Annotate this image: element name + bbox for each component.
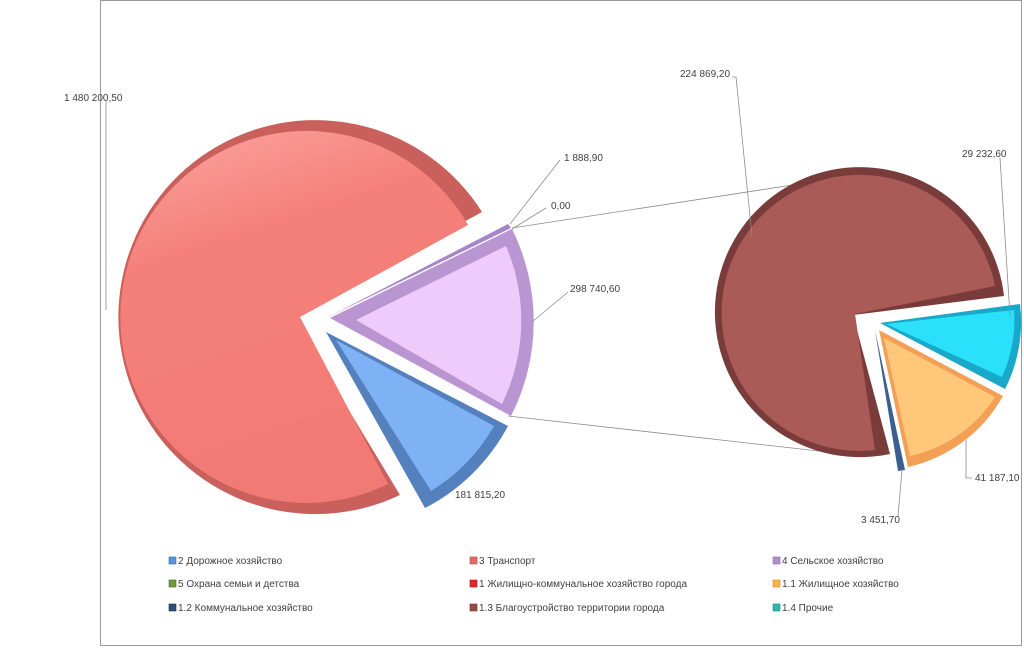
legend-item-other[interactable]: 1.4 Прочие (782, 603, 834, 614)
slice-communal[interactable] (875, 330, 905, 471)
main-pie (118, 120, 534, 515)
legend-item-improvement[interactable]: 1.3 Благоустройство территории города (479, 603, 665, 614)
label-transport: 1 480 200,50 (64, 93, 123, 104)
slice-other[interactable] (886, 310, 1015, 377)
data-labels: 1 480 200,50 1 888,90 0,00 298 740,60 18… (64, 69, 1020, 526)
slice-transport[interactable] (120, 130, 468, 503)
legend-swatch-improvement (469, 603, 478, 612)
legend-swatch-other (772, 603, 781, 612)
label-housing: 41 187,10 (975, 473, 1020, 484)
legend-item-agriculture[interactable]: 4 Сельское хозяйство (782, 556, 884, 567)
legend: 2 Дорожное хозяйство 3 Транспорт 4 Сельс… (168, 556, 899, 614)
legend-item-housing-utilities[interactable]: 1 Жилищно-коммунальное хозяйство города (479, 579, 687, 590)
legend-swatch-housing (772, 579, 781, 588)
leader-family-protection (509, 159, 561, 225)
label-other: 29 232,60 (962, 149, 1007, 160)
legend-item-transport[interactable]: 3 Транспорт (479, 556, 536, 567)
slice-roads[interactable] (336, 340, 494, 491)
legend-swatch-housing-utilities (469, 579, 478, 588)
leader-improvement (732, 76, 753, 237)
slice-family-protection[interactable] (328, 224, 511, 317)
label-family-protection: 1 888,90 (564, 153, 603, 164)
legend-swatch-agriculture (772, 556, 781, 565)
legend-item-communal[interactable]: 1.2 Коммунальное хозяйство (178, 603, 313, 614)
legend-swatch-roads (168, 556, 177, 565)
label-agriculture: 298 740,60 (570, 284, 620, 295)
legend-item-roads[interactable]: 2 Дорожное хозяйство (178, 556, 283, 567)
legend-swatch-transport (469, 556, 478, 565)
leader-housing (965, 440, 972, 479)
leader-housing-utilities (511, 207, 547, 230)
slice-agriculture[interactable] (356, 246, 522, 404)
label-improvement: 224 869,20 (680, 69, 730, 80)
leader-agriculture (531, 291, 569, 323)
legend-swatch-family-protection (168, 579, 177, 588)
slice-housing[interactable] (884, 338, 995, 456)
legend-swatch-communal (168, 603, 177, 612)
leader-communal (897, 469, 903, 517)
secondary-pie (714, 167, 1022, 471)
label-roads: 181 815,20 (455, 490, 505, 501)
label-housing-utilities: 0,00 (551, 201, 571, 212)
connector-bottom (507, 415, 846, 455)
legend-item-housing[interactable]: 1.1 Жилищное хозяйство (782, 579, 899, 590)
legend-item-family-protection[interactable]: 5 Охрана семьи и детства (178, 579, 300, 590)
label-communal: 3 451,70 (861, 515, 900, 526)
slice-improvement[interactable] (721, 174, 995, 451)
leader-other (999, 157, 1011, 317)
